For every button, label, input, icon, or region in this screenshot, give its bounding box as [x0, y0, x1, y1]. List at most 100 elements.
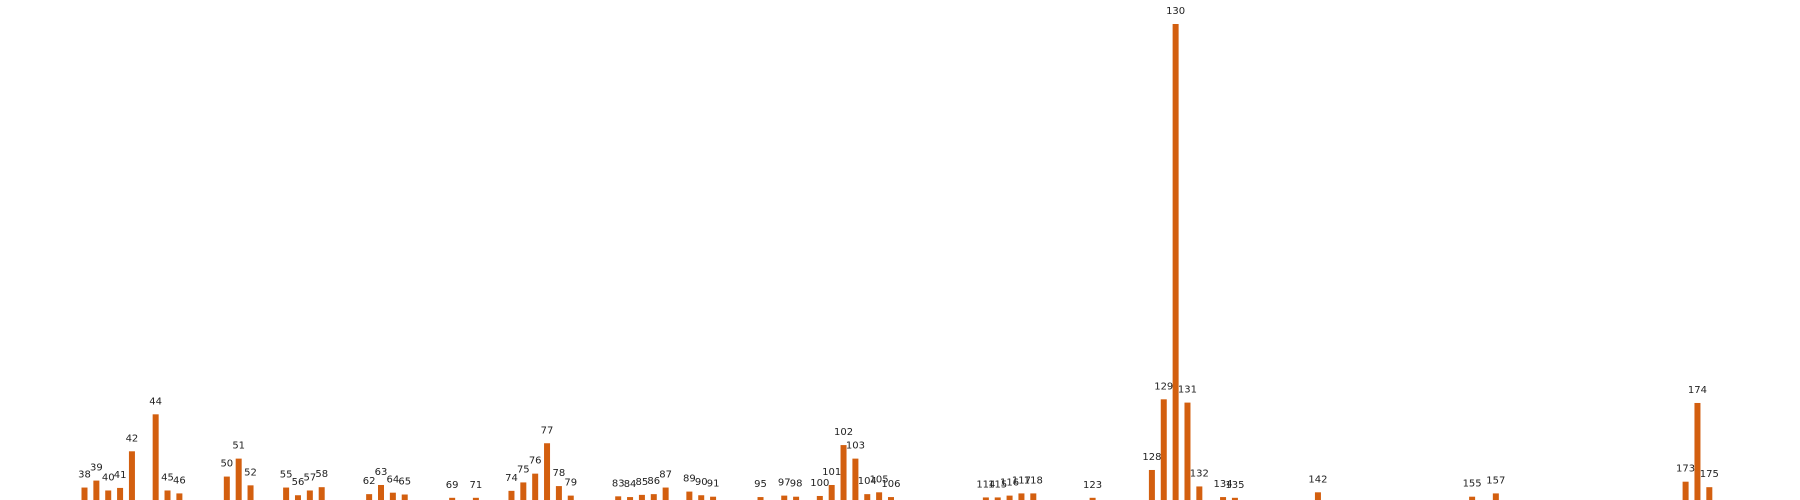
- bar-128: [1148, 469, 1155, 500]
- bar-173: [1682, 481, 1689, 500]
- bar-71: [472, 497, 479, 500]
- bar-label-45: 45: [161, 472, 174, 483]
- bar-label-76: 76: [529, 456, 542, 467]
- bar-132: [1196, 486, 1203, 500]
- bar-label-39: 39: [90, 463, 103, 474]
- bar-label-115: 115: [988, 479, 1007, 490]
- bar-98: [793, 496, 800, 500]
- bar-label-58: 58: [315, 469, 328, 480]
- bar-104: [864, 494, 871, 500]
- bar-85: [638, 494, 645, 500]
- bar-83: [615, 496, 622, 500]
- bar-label-175: 175: [1700, 469, 1719, 480]
- bar-label-50: 50: [220, 459, 233, 470]
- bar-75: [520, 482, 527, 500]
- bar-89: [686, 491, 693, 500]
- bar-label-117: 117: [1012, 475, 1031, 486]
- bar-label-157: 157: [1486, 475, 1505, 486]
- bar-label-134: 134: [1214, 479, 1233, 490]
- bar-91: [710, 496, 717, 500]
- bar-label-174: 174: [1688, 385, 1707, 396]
- bar-label-101: 101: [822, 467, 841, 478]
- bar-label-56: 56: [292, 477, 305, 488]
- bar-label-95: 95: [754, 479, 767, 490]
- bar-78: [555, 486, 562, 500]
- bar-102: [840, 445, 847, 500]
- bar-label-105: 105: [870, 474, 889, 485]
- bar-46: [176, 493, 183, 500]
- bar-116: [1006, 495, 1013, 500]
- bar-label-155: 155: [1463, 479, 1482, 490]
- bar-label-83: 83: [612, 478, 625, 489]
- bar-174: [1694, 402, 1701, 500]
- bar-76: [532, 473, 539, 500]
- bar-label-62: 62: [363, 476, 376, 487]
- bar-label-116: 116: [1000, 478, 1019, 489]
- bar-90: [698, 495, 705, 500]
- bar-label-118: 118: [1024, 475, 1043, 486]
- bar-label-74: 74: [505, 473, 518, 484]
- bar-52: [247, 485, 254, 500]
- bar-134: [1220, 497, 1227, 500]
- bar-51: [235, 458, 242, 500]
- bar-label-135: 135: [1225, 480, 1244, 491]
- bar-97: [781, 495, 788, 500]
- bar-label-69: 69: [446, 480, 459, 491]
- bar-100: [816, 495, 823, 500]
- bar-label-75: 75: [517, 464, 530, 475]
- bar-label-100: 100: [810, 478, 829, 489]
- bar-86: [650, 494, 657, 500]
- bar-label-55: 55: [280, 470, 293, 481]
- bar-label-84: 84: [624, 479, 637, 490]
- bar-157: [1492, 493, 1499, 500]
- bar-label-44: 44: [149, 396, 162, 407]
- bar-62: [366, 494, 373, 500]
- bar-label-132: 132: [1190, 468, 1209, 479]
- bar-103: [852, 458, 859, 500]
- bar-77: [544, 443, 551, 500]
- bar-label-106: 106: [881, 479, 900, 490]
- bar-115: [994, 497, 1001, 500]
- bar-123: [1089, 497, 1096, 500]
- bar-label-57: 57: [303, 472, 316, 483]
- bar-65: [401, 494, 408, 500]
- bar-56: [294, 495, 301, 500]
- bar-63: [378, 484, 384, 500]
- bar-58: [318, 487, 325, 500]
- bar-69: [449, 497, 456, 500]
- bar-label-86: 86: [647, 476, 660, 487]
- bar-label-46: 46: [173, 475, 186, 486]
- bar-label-90: 90: [695, 477, 708, 488]
- bar-118: [1030, 493, 1037, 500]
- bar-84: [627, 497, 634, 500]
- bar-131: [1184, 402, 1191, 500]
- bar-42: [128, 451, 135, 500]
- bar-label-51: 51: [232, 441, 245, 452]
- bar-label-87: 87: [659, 470, 672, 481]
- bar-38: [81, 487, 88, 500]
- bar-label-142: 142: [1308, 474, 1327, 485]
- bar-106: [887, 497, 894, 500]
- bar-117: [1018, 493, 1025, 500]
- bar-label-40: 40: [102, 472, 115, 483]
- bar-label-102: 102: [834, 427, 853, 438]
- bar-label-128: 128: [1142, 452, 1161, 463]
- bar-129: [1160, 399, 1167, 500]
- bar-label-123: 123: [1083, 480, 1102, 491]
- bar-label-103: 103: [846, 441, 865, 452]
- bar-175: [1706, 487, 1713, 500]
- bar-64: [389, 492, 396, 500]
- bar-130: [1172, 24, 1179, 500]
- bar-40: [105, 490, 112, 500]
- bar-label-71: 71: [470, 480, 483, 491]
- bar-44: [152, 414, 159, 500]
- bar-39: [93, 480, 100, 500]
- bar-135: [1231, 497, 1238, 500]
- bar-label-89: 89: [683, 474, 696, 485]
- bar-label-77: 77: [541, 425, 554, 436]
- bar-142: [1314, 492, 1321, 500]
- bar-45: [164, 490, 171, 500]
- bar-label-130: 130: [1166, 6, 1185, 17]
